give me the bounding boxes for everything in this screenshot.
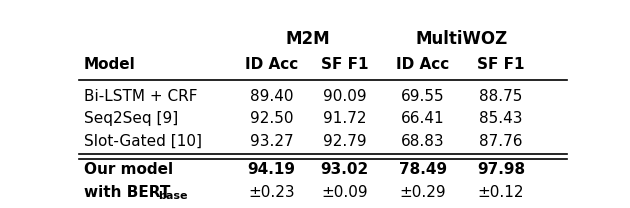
Text: Slot-Gated [10]: Slot-Gated [10] [84,134,202,149]
Text: ±0.23: ±0.23 [248,185,295,200]
Text: MultiWOZ: MultiWOZ [416,30,508,48]
Text: Seq2Seq [9]: Seq2Seq [9] [84,111,178,126]
Text: 85.43: 85.43 [479,111,523,126]
Text: 89.40: 89.40 [250,89,294,104]
Text: ±0.12: ±0.12 [478,185,524,200]
Text: Bi-LSTM + CRF: Bi-LSTM + CRF [84,89,197,104]
Text: 88.75: 88.75 [479,89,523,104]
Text: ID Acc: ID Acc [396,57,450,72]
Text: 90.09: 90.09 [323,89,367,104]
Text: 93.27: 93.27 [250,134,294,149]
Text: SF F1: SF F1 [321,57,369,72]
Text: 92.50: 92.50 [250,111,294,126]
Text: base: base [158,191,187,201]
Text: 68.83: 68.83 [401,134,445,149]
Text: 93.02: 93.02 [321,162,369,177]
Text: ±0.09: ±0.09 [321,185,368,200]
Text: 91.72: 91.72 [323,111,367,126]
Text: with BERT: with BERT [84,185,170,200]
Text: 69.55: 69.55 [401,89,445,104]
Text: SF F1: SF F1 [478,57,525,72]
Text: 78.49: 78.49 [399,162,447,177]
Text: M2M: M2M [286,30,331,48]
Text: Our model: Our model [84,162,173,177]
Text: ID Acc: ID Acc [245,57,298,72]
Text: Model: Model [84,57,135,72]
Text: 97.98: 97.98 [477,162,525,177]
Text: 87.76: 87.76 [479,134,523,149]
Text: ±0.29: ±0.29 [399,185,446,200]
Text: 66.41: 66.41 [401,111,445,126]
Text: 94.19: 94.19 [248,162,295,177]
Text: 92.79: 92.79 [323,134,367,149]
